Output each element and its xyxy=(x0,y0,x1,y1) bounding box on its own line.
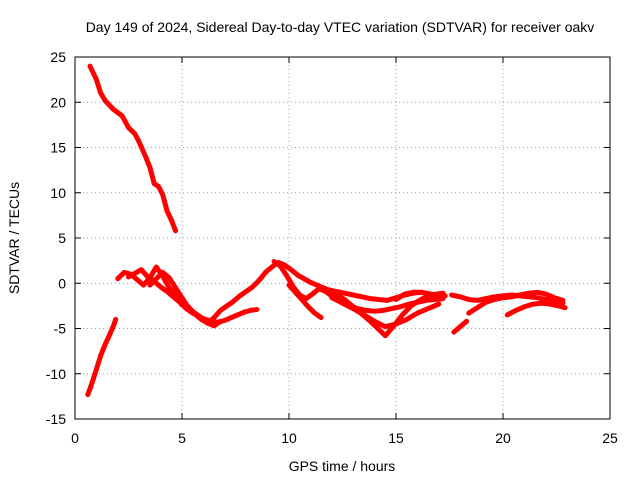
y-tick-label: 10 xyxy=(50,185,66,201)
series-layer xyxy=(85,63,568,398)
x-tick-label: 20 xyxy=(495,430,511,446)
y-tick-label: 0 xyxy=(58,275,66,291)
series-line-arc-7 xyxy=(286,282,324,321)
series-line-arc-3 xyxy=(115,259,442,326)
y-axis-label: SDTVAR / TECUs xyxy=(6,182,22,294)
y-tick-label: 20 xyxy=(50,94,66,110)
series-line-arc-1 xyxy=(87,63,179,234)
x-tick-label: 25 xyxy=(602,430,618,446)
series-line-arc-13 xyxy=(466,289,566,316)
y-tick-label: 25 xyxy=(50,49,66,65)
series-line-arc-5 xyxy=(147,269,223,329)
series-line-arc-14 xyxy=(504,300,568,318)
y-tick-label: -10 xyxy=(46,366,66,382)
axis-ticks: 0 5 10 15 20 25 -15 -10 -5 0 5 10 15 20 25 xyxy=(46,49,618,446)
x-tick-label: 15 xyxy=(388,430,404,446)
y-tick-label: 15 xyxy=(50,140,66,156)
series-line-arc-12 xyxy=(451,318,470,335)
series-line-arc-2 xyxy=(85,316,119,398)
x-axis-label: GPS time / hours xyxy=(289,458,396,474)
y-tick-label: -15 xyxy=(46,411,66,427)
x-tick-label: 5 xyxy=(178,430,186,446)
chart-title: Day 149 of 2024, Sidereal Day-to-day VTE… xyxy=(86,19,595,35)
grid xyxy=(75,57,610,419)
x-tick-label: 0 xyxy=(71,430,79,446)
series-line-arc-9 xyxy=(329,295,442,330)
y-tick-label: 5 xyxy=(58,230,66,246)
series-line-arc-8 xyxy=(325,288,446,339)
x-tick-label: 10 xyxy=(281,430,297,446)
series-line-arc-10 xyxy=(393,289,448,302)
y-tick-label: -5 xyxy=(54,321,67,337)
